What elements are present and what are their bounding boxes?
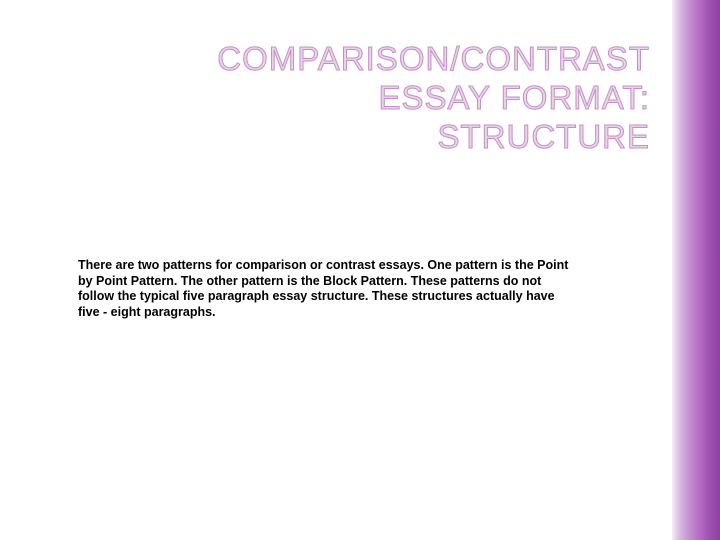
- title-line-1-outline: COMPARISON/CONTRAST: [217, 40, 650, 77]
- slide-body-text: There are two patterns for comparison or…: [78, 258, 578, 321]
- title-line-3-outline: STRUCTURE: [438, 118, 651, 155]
- slide-container: COMPARISON/CONTRAST ESSAY FORMAT: STRUCT…: [0, 0, 720, 540]
- slide-title: COMPARISON/CONTRAST ESSAY FORMAT: STRUCT…: [217, 40, 650, 157]
- title-line-2-outline: ESSAY FORMAT:: [378, 79, 650, 116]
- decorative-sidebar: [672, 0, 720, 540]
